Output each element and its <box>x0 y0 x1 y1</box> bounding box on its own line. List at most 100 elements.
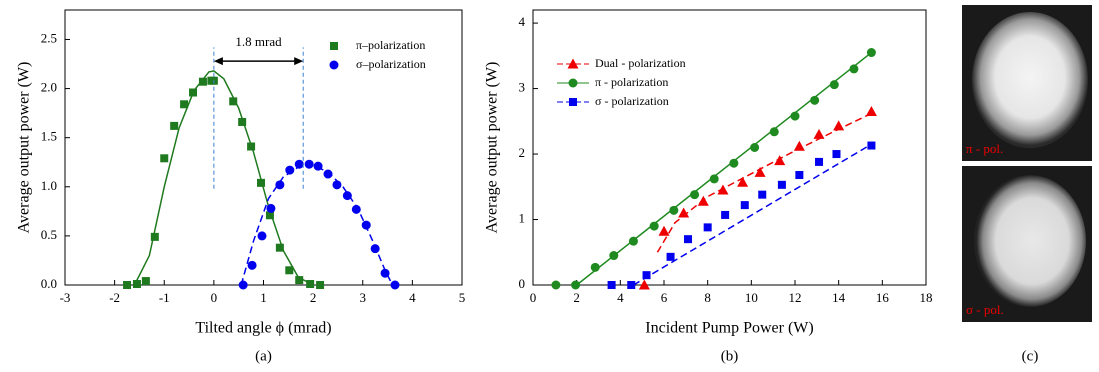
data-point <box>199 78 207 86</box>
data-point <box>285 266 293 274</box>
legend-marker <box>569 79 578 88</box>
data-point <box>690 190 699 199</box>
data-point <box>627 281 635 289</box>
y-axis-label: Average output power (W) <box>484 62 501 234</box>
y-tick-label: 3 <box>519 80 526 95</box>
data-point <box>698 196 709 206</box>
x-tick-label: 16 <box>876 290 890 305</box>
data-point <box>704 223 712 231</box>
y-tick-label: 1 <box>519 211 526 226</box>
y-axis-label: Average output power (W) <box>16 62 33 234</box>
data-point <box>815 158 823 166</box>
x-axis-label: Incident Pump Power (W) <box>645 320 813 337</box>
x-tick-label: 14 <box>832 290 846 305</box>
data-point <box>371 244 380 253</box>
data-point <box>229 97 237 105</box>
data-point <box>737 177 748 187</box>
data-point <box>551 281 560 290</box>
data-point <box>669 206 678 215</box>
x-tick-label: 3 <box>360 290 367 305</box>
data-point <box>867 142 875 150</box>
figure: π - pol. σ - pol. (c) -3-2-10123450.00.5… <box>0 0 1099 372</box>
beam-spot <box>972 12 1088 148</box>
data-point <box>160 154 168 162</box>
x-tick-label: -1 <box>159 290 170 305</box>
data-point <box>832 150 840 158</box>
data-point <box>314 162 323 171</box>
data-point <box>316 281 324 289</box>
x-axis-label: Tilted angle ϕ (mrad) <box>195 320 331 337</box>
y-tick-label: 2 <box>519 145 526 160</box>
y-tick-label: 4 <box>519 14 526 29</box>
legend-marker <box>330 42 338 50</box>
data-point <box>133 280 141 288</box>
x-tick-label: -2 <box>109 290 120 305</box>
data-point <box>247 143 255 151</box>
x-tick-label: 2 <box>573 290 580 305</box>
image-label: σ - pol. <box>966 302 1004 317</box>
data-point <box>791 112 800 121</box>
data-point <box>123 281 131 289</box>
x-tick-label: 12 <box>789 290 802 305</box>
data-point <box>276 244 284 252</box>
data-point <box>324 170 333 179</box>
legend-label: σ–polarization <box>356 57 426 71</box>
data-point <box>343 191 352 200</box>
y-tick-label: 0.5 <box>41 227 57 242</box>
y-tick-label: 1.0 <box>41 178 57 193</box>
data-point <box>571 281 580 290</box>
data-point <box>795 171 803 179</box>
data-point <box>684 235 692 243</box>
data-point <box>295 160 304 169</box>
data-point <box>608 281 616 289</box>
data-point <box>305 160 314 169</box>
data-point <box>867 48 876 57</box>
data-point <box>189 89 197 97</box>
x-tick-label: 2 <box>310 290 317 305</box>
data-point <box>629 237 638 246</box>
data-point <box>248 261 257 270</box>
x-tick-label: 8 <box>704 290 711 305</box>
x-tick-label: 0 <box>530 290 537 305</box>
data-point <box>758 191 766 199</box>
panel-caption: (a) <box>255 348 272 364</box>
data-point <box>266 204 275 213</box>
y-tick-label: 2.5 <box>41 30 57 45</box>
data-point <box>295 276 303 284</box>
data-point <box>810 96 819 105</box>
x-tick-label: -3 <box>60 290 71 305</box>
data-point <box>770 127 779 136</box>
data-point <box>794 141 805 151</box>
data-point <box>332 180 341 189</box>
legend-label: σ - polarization <box>595 94 669 108</box>
data-point <box>275 180 284 189</box>
panel-caption: (b) <box>721 348 739 364</box>
data-point <box>352 205 361 214</box>
annotation-label: 1.8 mrad <box>235 34 282 49</box>
data-point <box>717 185 728 195</box>
data-point <box>257 179 265 187</box>
data-point <box>142 277 150 285</box>
data-point <box>830 80 839 89</box>
data-point <box>667 253 675 261</box>
legend-marker <box>330 61 339 70</box>
data-point <box>729 159 738 168</box>
y-tick-label: 2.0 <box>41 80 57 95</box>
data-point <box>381 269 390 278</box>
x-tick-label: 4 <box>409 290 416 305</box>
data-point <box>750 143 759 152</box>
data-point <box>151 233 159 241</box>
x-tick-label: 0 <box>211 290 218 305</box>
x-tick-label: 6 <box>661 290 668 305</box>
data-point <box>659 226 670 236</box>
data-point <box>591 263 600 272</box>
fit-line <box>657 113 871 252</box>
x-tick-label: 18 <box>920 290 933 305</box>
data-point <box>866 106 877 116</box>
data-point <box>814 129 825 139</box>
data-point <box>362 221 371 230</box>
x-tick-label: 5 <box>459 290 466 305</box>
y-tick-label: 1.5 <box>41 129 57 144</box>
data-point <box>285 166 294 175</box>
data-point <box>774 155 785 165</box>
